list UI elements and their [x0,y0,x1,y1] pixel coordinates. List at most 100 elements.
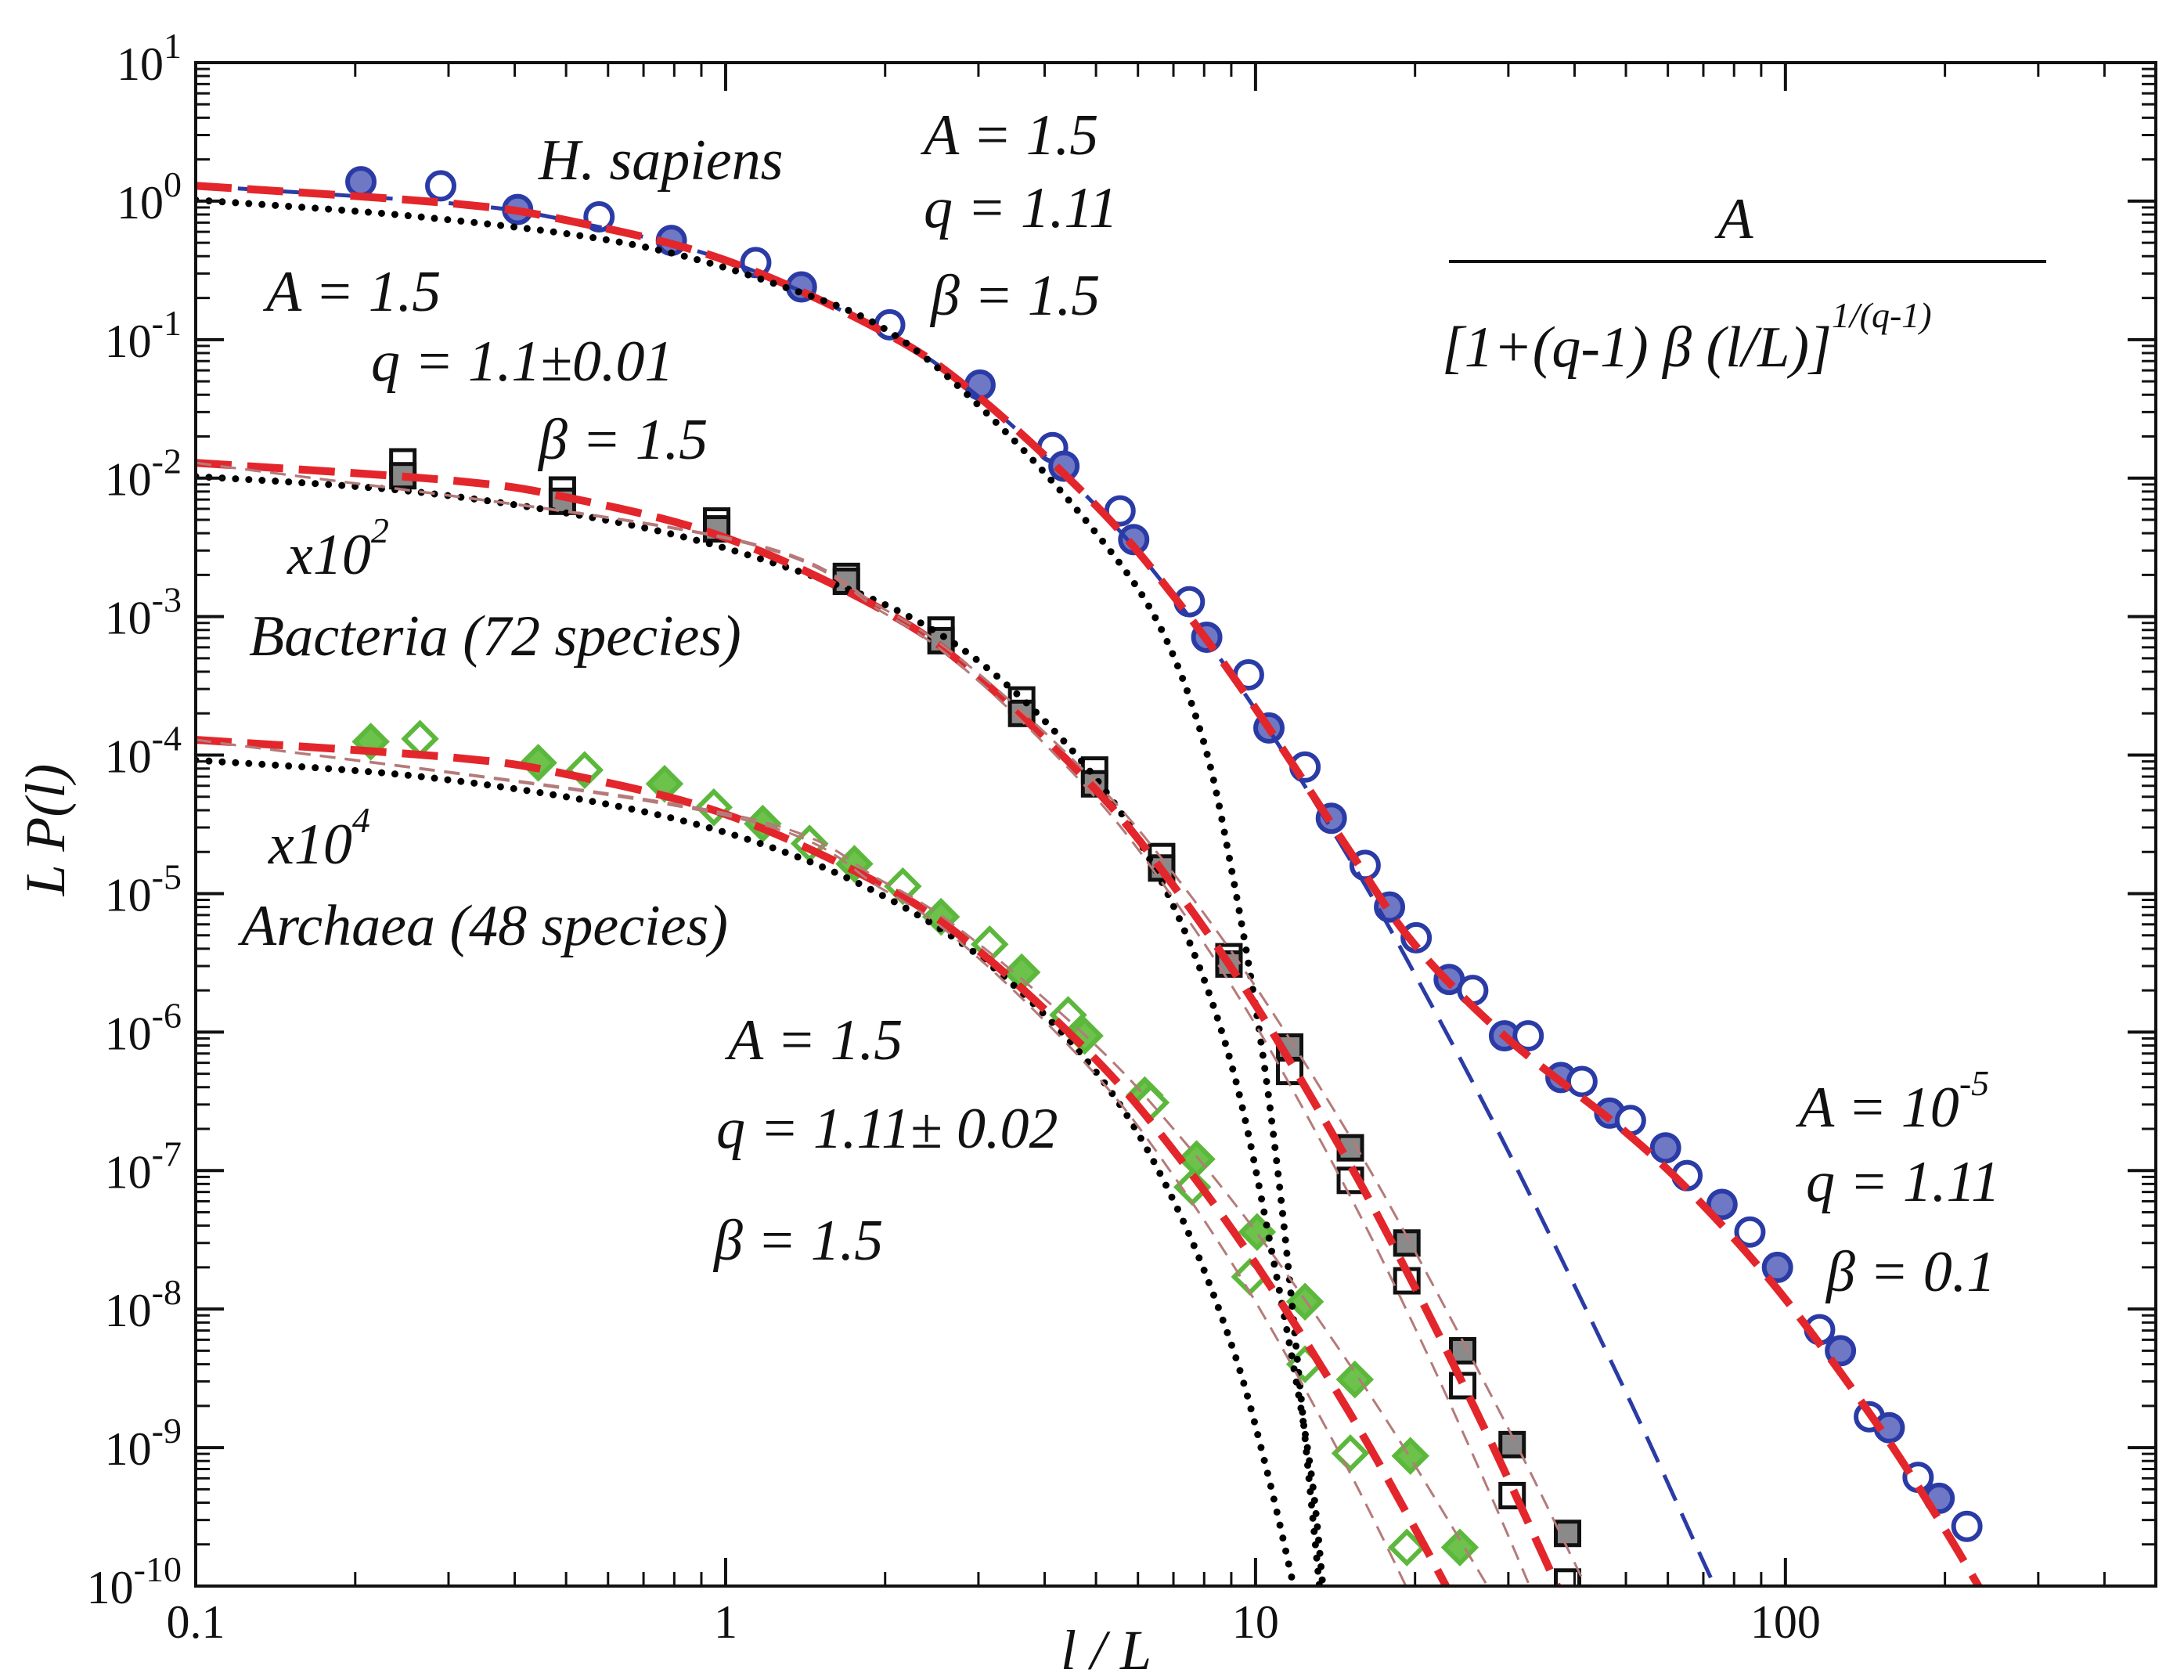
annotation-text: β = 1.5 [537,408,708,472]
x-tick-label: 10 [1232,1596,1279,1648]
x-tick-label: 100 [1750,1596,1821,1648]
data-point [835,845,874,883]
data-point [1104,495,1136,527]
y-tick-base: 10 [117,38,164,90]
annotation: A = 1.5 [920,103,1098,168]
y-tick-exponent: -3 [152,580,182,620]
annotation: β = 1.5 [712,1209,883,1273]
fit-curve [196,461,1531,1586]
annotation-sup: 4 [352,800,370,840]
series-label: Bacteria (72 species) [249,604,741,669]
formula-exponent: 1/(q-1) [1832,295,1932,335]
y-tick-base: 10 [105,1285,152,1336]
formula-numerator: A [1714,187,1753,251]
annotation-text: β = 1.5 [712,1209,883,1273]
annotation: β = 1.5 [929,264,1100,328]
annotation: x104 [268,800,370,877]
data-point [1761,1251,1793,1283]
y-tick-base: 10 [105,731,152,783]
data-point [1951,1510,1983,1542]
data-point [1336,1134,1364,1162]
y-tick-label: 10-6 [105,995,182,1059]
y-tick-base: 10 [117,177,164,229]
y-tick-exponent: -9 [152,1411,182,1451]
x-tick-label: 0.1 [167,1596,225,1648]
data-point [583,200,615,233]
x-tick-label: 1 [714,1596,737,1648]
annotation-text: q = 1.11 [1806,1150,2000,1214]
annotation-text: β = 1.5 [929,264,1100,328]
y-tick-base: 10 [87,1562,134,1613]
annotation-text: q = 1.11 [924,176,1118,240]
y-tick-exponent: 1 [164,26,182,66]
annotation-text: A = 1.5 [262,260,441,324]
annotation-text: q = 1.1±0.01 [371,330,674,394]
series-label: H. sapiens [538,128,783,193]
fit-curve [196,459,1562,1586]
y-tick-label: 10-4 [105,719,182,783]
y-tick-base: 10 [105,1146,152,1198]
plot-frame [194,61,2157,1588]
y-tick-exponent: -5 [152,856,182,896]
y-tick-base: 10 [105,454,152,506]
y-tick-exponent: -6 [152,995,182,1035]
annotation-text: β = 0.1 [1825,1240,1995,1304]
data-point [1566,1065,1598,1098]
y-tick-exponent: -8 [152,1272,182,1312]
annotation: A = 1.5 [724,1008,903,1073]
y-tick-label: 10-8 [105,1272,182,1336]
annotation-text: A = 10 [1795,1076,1959,1140]
y-tick-label: 100 [117,164,182,229]
y-tick-base: 10 [105,1423,152,1475]
annotation: q = 1.1±0.01 [371,330,674,394]
data-point [1048,450,1080,482]
y-tick-label: 10-7 [105,1134,182,1198]
y-tick-label: 10-5 [105,856,182,921]
fit-curve [196,182,1984,1586]
data-point [1335,1360,1375,1399]
fit-curve [196,738,1490,1586]
y-axis-label: L P(l) [14,764,77,897]
data-point [1706,1188,1738,1220]
y-tick-label: 10-2 [105,442,182,506]
annotation-text: A = 1.5 [920,103,1098,168]
y-tick-base: 10 [105,869,152,921]
data-point [1649,1132,1681,1164]
fit-curve [196,736,1451,1586]
y-tick-base: 10 [105,315,152,367]
y-tick-label: 10-10 [87,1549,182,1613]
y-tick-exponent: -7 [152,1134,182,1173]
data-point [1440,1528,1479,1566]
y-tick-exponent: -10 [134,1549,182,1589]
annotation: β = 1.5 [537,408,708,472]
x-axis-label: l / L [1061,1619,1151,1680]
formula-text: [1+(q-1) β (l/L)] [1442,315,1832,380]
fit-curve [196,738,1407,1586]
annotation-text: x10 [287,523,371,587]
data-point [345,166,377,198]
formula-denominator: [1+(q-1) β (l/L)]1/(q-1) [1442,295,1932,380]
y-tick-base: 10 [105,1008,152,1059]
annotation: q = 1.11 [924,176,1118,240]
data-point [1331,1434,1370,1473]
annotation-text: A = 1.5 [724,1008,903,1073]
data-point [874,308,906,341]
annotation-text: x10 [268,813,352,877]
series-label: Archaea (48 species) [237,894,728,958]
annotation: A = 10-5 [1795,1063,1989,1140]
axes: 0.1 1 10 10010110010-110-210-310-410-510-61… [87,26,2157,1648]
y-tick-exponent: -1 [152,303,182,343]
plot-area [196,166,1984,1586]
data-point [1512,1020,1544,1052]
annotation: q = 1.11± 0.02 [716,1097,1058,1161]
annotation-text: q = 1.11± 0.02 [716,1097,1058,1161]
annotation: A = 1.5 [262,260,441,324]
y-tick-base: 10 [105,593,152,644]
y-tick-label: 10-9 [105,1411,182,1475]
data-point [1614,1105,1646,1137]
annotation: q = 1.11 [1806,1150,2000,1214]
fit-curve [196,196,1323,1586]
data-point [425,170,457,202]
